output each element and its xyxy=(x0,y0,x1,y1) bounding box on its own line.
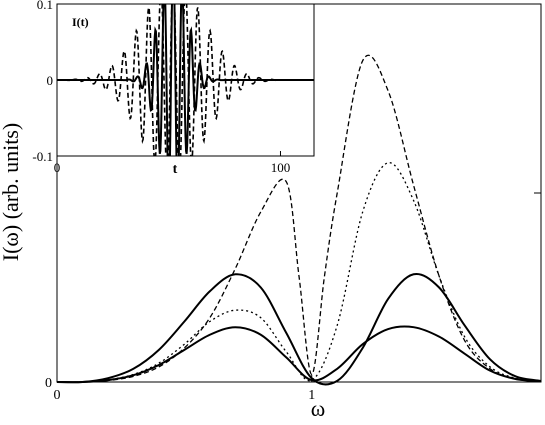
main-series-dashed-line xyxy=(56,54,542,383)
x-axis-title: ω xyxy=(311,396,325,421)
main-y-tick-label: 0 xyxy=(45,376,52,391)
inset-x-axis-title: t xyxy=(173,162,178,177)
inset-y-tick-label: 0 xyxy=(47,73,54,88)
main-series-solid-line xyxy=(56,272,542,386)
main-series-solid-line xyxy=(56,325,542,384)
main-plot: 0 1 0 ω I(ω) (arb. units) xyxy=(0,3,542,421)
inset-series-dashed-line xyxy=(57,4,314,156)
main-x-tick-label: 0 xyxy=(54,388,61,403)
main-x-tick-label: 1 xyxy=(308,388,315,403)
inset-y-tick-label: -0.1 xyxy=(32,149,53,164)
inset-y-tick-label: 0.1 xyxy=(37,0,53,12)
y-axis-title: I(ω) (arb. units) xyxy=(0,123,23,262)
inset-title: I(t) xyxy=(72,15,89,29)
inset-x-tick-label: 0 xyxy=(54,160,61,175)
inset-x-tick-label: 100 xyxy=(271,160,291,175)
main-series-dotted-line xyxy=(56,162,542,383)
